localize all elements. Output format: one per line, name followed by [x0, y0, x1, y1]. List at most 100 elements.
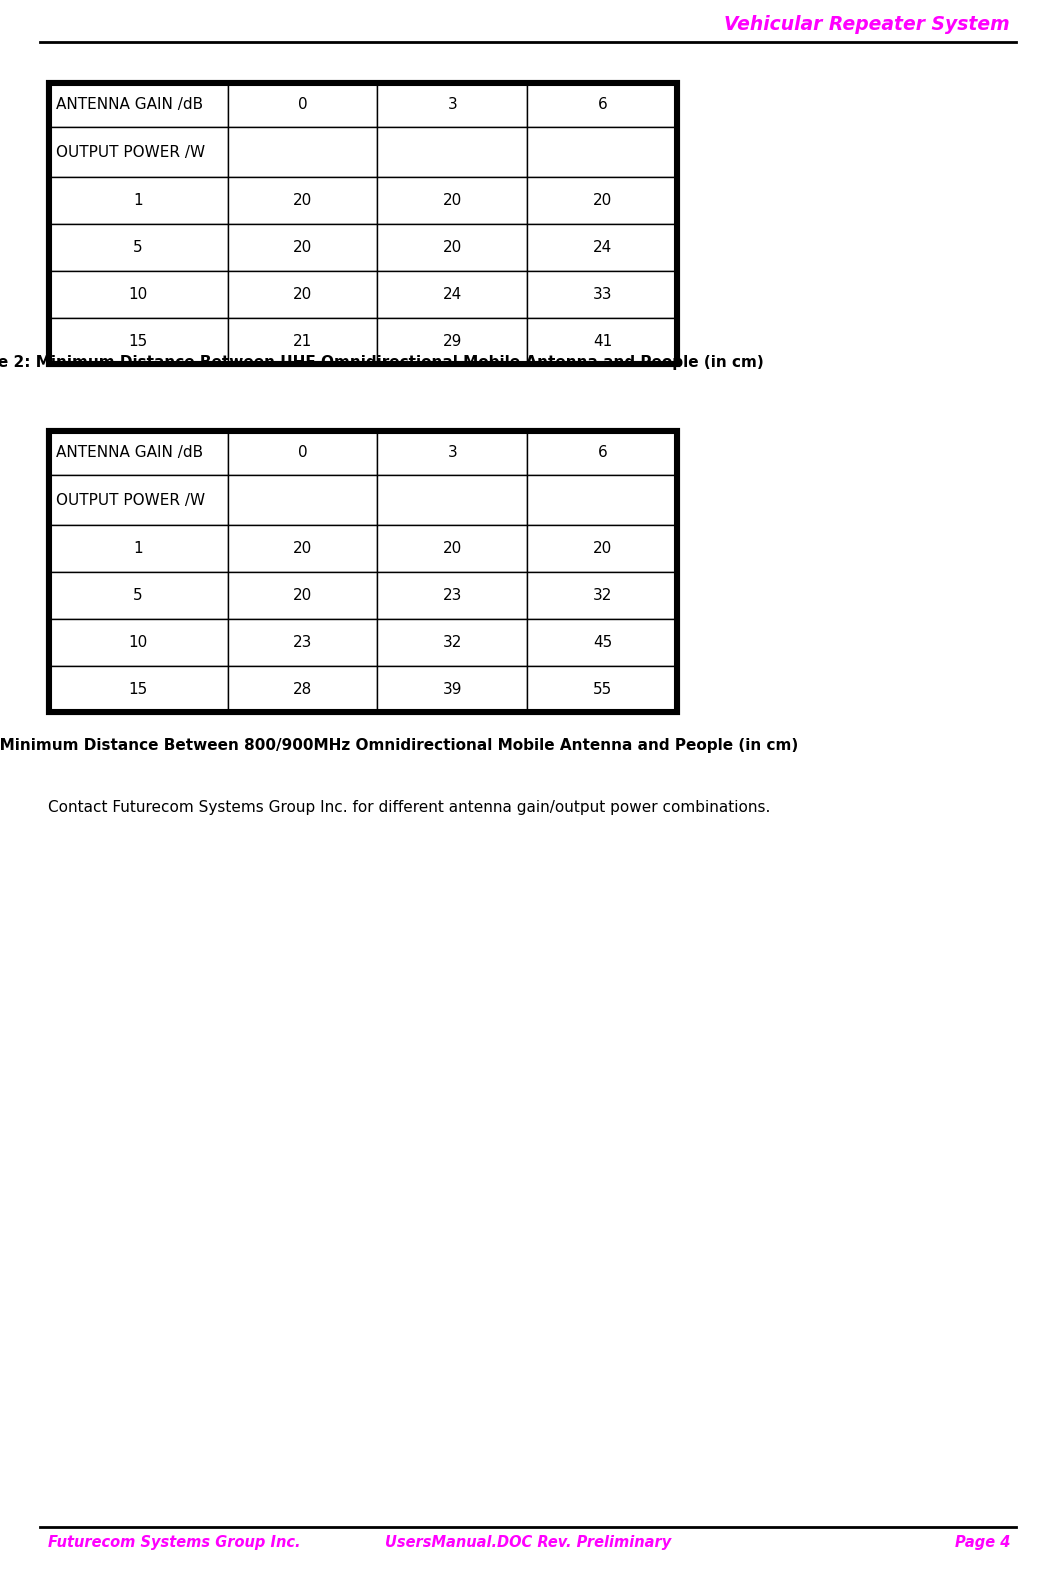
Text: 6: 6	[598, 97, 607, 111]
Text: 24: 24	[442, 287, 463, 301]
Bar	[377, 573, 527, 620]
Bar	[48, 620, 227, 665]
Bar	[48, 82, 678, 366]
Bar	[527, 475, 678, 526]
Bar	[51, 85, 675, 362]
Text: Page 4: Page 4	[955, 1534, 1010, 1550]
Bar	[377, 82, 527, 127]
Text: ANTENNA GAIN /dB: ANTENNA GAIN /dB	[56, 446, 203, 460]
Text: Vehicular Repeater System: Vehicular Repeater System	[724, 16, 1010, 35]
Text: ANTENNA GAIN /dB: ANTENNA GAIN /dB	[56, 97, 203, 111]
Bar	[377, 177, 527, 224]
Text: 28: 28	[293, 683, 313, 697]
Text: 20: 20	[293, 541, 313, 555]
Text: 20: 20	[293, 287, 313, 301]
Text: 20: 20	[293, 240, 313, 256]
Text: Table 3: Minimum Distance Between 800/900MHz Omnidirectional Mobile Antenna and : Table 3: Minimum Distance Between 800/90…	[0, 737, 798, 753]
Text: 24: 24	[593, 240, 612, 256]
Bar	[527, 127, 678, 177]
Text: 21: 21	[293, 334, 313, 348]
Bar	[227, 271, 377, 319]
Text: 6: 6	[598, 446, 607, 460]
Text: 41: 41	[593, 334, 612, 348]
Bar	[227, 620, 377, 665]
Text: Futurecom Systems Group Inc.: Futurecom Systems Group Inc.	[48, 1534, 301, 1550]
Text: 3: 3	[448, 446, 457, 460]
Bar	[48, 82, 227, 127]
Text: 20: 20	[442, 240, 463, 256]
Text: OUTPUT POWER /W: OUTPUT POWER /W	[56, 144, 205, 160]
Bar	[377, 319, 527, 366]
Bar	[48, 573, 227, 620]
Bar	[48, 319, 227, 366]
Text: 0: 0	[298, 97, 307, 111]
Text: 55: 55	[593, 683, 612, 697]
Bar	[377, 224, 527, 271]
Bar	[227, 319, 377, 366]
Text: 20: 20	[293, 588, 313, 602]
Bar	[227, 573, 377, 620]
Text: 1: 1	[133, 541, 143, 555]
Bar	[227, 82, 377, 127]
Text: 15: 15	[128, 683, 148, 697]
Bar	[377, 127, 527, 177]
Text: 20: 20	[593, 193, 612, 209]
Bar	[377, 430, 527, 475]
Bar	[48, 430, 678, 712]
Bar	[227, 475, 377, 526]
Bar	[527, 665, 678, 712]
Text: 45: 45	[593, 635, 612, 650]
Bar	[227, 177, 377, 224]
Bar	[48, 475, 227, 526]
Text: 0: 0	[298, 446, 307, 460]
Bar	[48, 224, 227, 271]
Text: 33: 33	[593, 287, 612, 301]
Bar	[527, 224, 678, 271]
Bar	[377, 620, 527, 665]
Text: 23: 23	[293, 635, 313, 650]
Text: 5: 5	[133, 240, 143, 256]
Bar	[527, 177, 678, 224]
Bar	[227, 127, 377, 177]
Text: 32: 32	[442, 635, 463, 650]
Text: 29: 29	[442, 334, 463, 348]
Bar	[48, 526, 227, 573]
Bar	[227, 526, 377, 573]
Text: 20: 20	[442, 193, 463, 209]
Bar	[227, 665, 377, 712]
Bar	[48, 127, 227, 177]
Bar	[377, 665, 527, 712]
Bar	[527, 573, 678, 620]
Text: 23: 23	[442, 588, 463, 602]
Bar	[48, 271, 227, 319]
Text: 20: 20	[293, 193, 313, 209]
Text: 1: 1	[133, 193, 143, 209]
Bar	[48, 665, 227, 712]
Text: 5: 5	[133, 588, 143, 602]
Bar	[527, 319, 678, 366]
Bar	[527, 82, 678, 127]
Text: 3: 3	[448, 97, 457, 111]
Text: 20: 20	[593, 541, 612, 555]
Text: 10: 10	[128, 287, 148, 301]
Bar	[51, 433, 675, 711]
Bar	[527, 430, 678, 475]
Text: 32: 32	[593, 588, 612, 602]
Bar	[227, 430, 377, 475]
Bar	[48, 177, 227, 224]
Text: 20: 20	[442, 541, 463, 555]
Text: 15: 15	[128, 334, 148, 348]
Bar	[377, 475, 527, 526]
Bar	[527, 271, 678, 319]
Bar	[377, 526, 527, 573]
Text: UsersManual.DOC Rev. Preliminary: UsersManual.DOC Rev. Preliminary	[384, 1534, 672, 1550]
Bar	[527, 526, 678, 573]
Text: 10: 10	[128, 635, 148, 650]
Text: Contact Futurecom Systems Group Inc. for different antenna gain/output power com: Contact Futurecom Systems Group Inc. for…	[48, 800, 771, 814]
Bar	[377, 271, 527, 319]
Bar	[227, 224, 377, 271]
Text: OUTPUT POWER /W: OUTPUT POWER /W	[56, 493, 205, 507]
Bar	[527, 620, 678, 665]
Bar	[48, 430, 227, 475]
Text: 39: 39	[442, 683, 463, 697]
